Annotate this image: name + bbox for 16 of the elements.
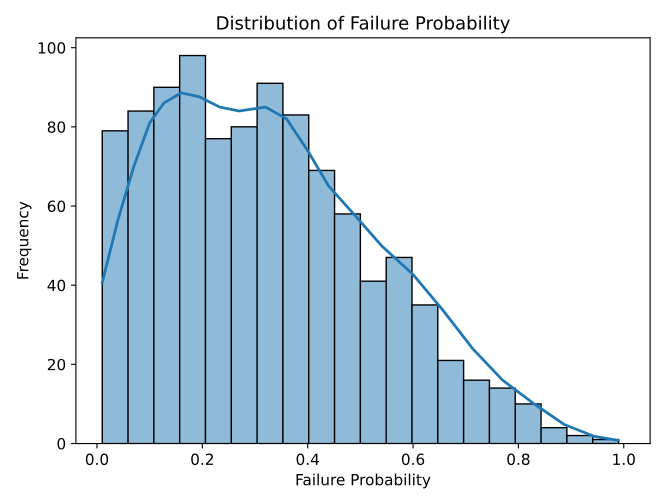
chart-title: Distribution of Failure Probability bbox=[217, 16, 510, 34]
x-axis-title: Failure Probability bbox=[296, 474, 430, 488]
y-tick-label: 0 bbox=[57, 438, 66, 450]
y-tick-label: 80 bbox=[48, 121, 66, 133]
y-tick-label: 40 bbox=[47, 280, 66, 292]
x-tick-label: 0.6 bbox=[402, 454, 424, 466]
y-tick-label: 100 bbox=[38, 42, 66, 54]
line-series bbox=[100, 91, 620, 442]
x-tick-label: 0.4 bbox=[296, 454, 319, 466]
x-tick-label: 1.0 bbox=[613, 454, 635, 466]
y-tick-label: 20 bbox=[48, 358, 66, 370]
y-axis-title: Frequency bbox=[17, 202, 32, 279]
x-tick-label: 0.8 bbox=[507, 454, 530, 466]
y-tick-label: 60 bbox=[48, 200, 66, 212]
x-tick-label: 0.2 bbox=[191, 454, 213, 466]
x-tick-label: 0.0 bbox=[86, 454, 108, 466]
